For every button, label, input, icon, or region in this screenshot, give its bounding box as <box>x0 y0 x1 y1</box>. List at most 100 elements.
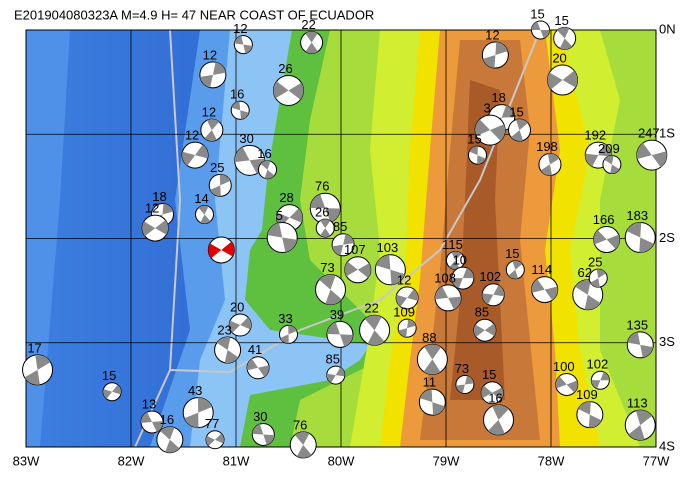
event-depth-label: 26 <box>315 205 329 220</box>
focal-mechanism <box>266 221 298 253</box>
event-depth-label: 103 <box>376 240 398 255</box>
event-depth-label: 198 <box>536 139 558 154</box>
focal-mechanism <box>555 372 579 396</box>
focal-mechanism <box>205 430 225 450</box>
focal-mechanism <box>483 404 514 436</box>
event-depth-label: 39 <box>330 307 344 322</box>
focal-mechanism <box>473 318 497 342</box>
beachball-quadrant <box>160 426 175 440</box>
beachball-quadrant <box>435 286 449 300</box>
focal-mechanism <box>468 145 487 165</box>
focal-mechanism <box>397 318 417 338</box>
beachball-quadrant <box>419 389 433 403</box>
beachball-quadrant <box>628 425 645 441</box>
lon-tick-label: 81W <box>223 453 250 468</box>
beachball-quadrant <box>448 296 462 310</box>
beachball-quadrant <box>357 263 371 278</box>
event-depth-label: 33 <box>278 311 292 326</box>
focal-mechanism <box>208 173 232 197</box>
focal-mechanism <box>195 205 214 225</box>
event-depth-label: 115 <box>442 237 463 252</box>
lat-tick-label: 2S <box>659 230 675 245</box>
beachball-quadrant <box>600 371 610 381</box>
beachball-quadrant <box>305 42 318 54</box>
event-depth-label: 183 <box>626 208 648 223</box>
focal-mechanism <box>300 31 324 55</box>
lat-tick-label: 1S <box>659 126 675 141</box>
beachball-quadrant <box>260 160 271 170</box>
beachball-quadrant <box>423 359 441 375</box>
focal-mechanism <box>455 374 475 394</box>
beachball-quadrant <box>559 38 573 50</box>
beachball-quadrant <box>481 385 493 399</box>
focal-mechanism <box>416 343 448 375</box>
beachball-quadrant <box>103 389 113 399</box>
focal-mechanism <box>207 236 235 264</box>
beachball-quadrant <box>482 293 494 305</box>
focal-mechanism <box>359 314 391 346</box>
beachball-quadrant <box>339 334 353 347</box>
event-depth-label: 12 <box>203 47 217 62</box>
beachball-quadrant <box>593 230 607 245</box>
beachball-quadrant <box>165 439 180 453</box>
focal-mechanism <box>326 365 346 385</box>
event-depth-label: 114 <box>531 262 552 277</box>
event-depth-label: 15 <box>467 132 481 147</box>
focal-mechanism <box>315 274 346 306</box>
beachball-quadrant <box>396 294 408 307</box>
event-depth-label: 100 <box>553 359 575 374</box>
beachball-quadrant <box>495 42 508 56</box>
beachball-quadrant <box>635 410 653 426</box>
beachball-quadrant <box>451 278 463 289</box>
focal-mechanism <box>233 35 253 55</box>
beachball-quadrant <box>320 219 331 229</box>
focal-mechanism <box>181 141 209 169</box>
beachball-quadrant <box>640 344 654 358</box>
beachball-quadrant <box>224 350 239 364</box>
beachball-quadrant <box>325 289 342 305</box>
beachball-quadrant <box>575 279 591 295</box>
beachball-quadrant <box>588 414 602 428</box>
beachball-quadrant <box>208 243 222 259</box>
beachball-quadrant <box>493 285 505 297</box>
event-depth-label: 108 <box>434 270 456 285</box>
beachball-quadrant <box>449 260 460 270</box>
beachball-quadrant <box>651 151 667 168</box>
event-depth-label: 12 <box>485 27 499 42</box>
beachball-quadrant <box>215 433 224 444</box>
beachball-quadrant <box>288 82 304 100</box>
beachball-quadrant <box>343 234 354 245</box>
beachball-quadrant <box>294 431 310 445</box>
lon-tick-label: 82W <box>118 453 145 468</box>
beachball-quadrant <box>210 185 221 197</box>
lat-tick-label: 4S <box>659 438 675 453</box>
focal-mechanism <box>251 422 275 446</box>
event-depth-label: 20 <box>552 50 566 65</box>
focal-mechanism <box>273 74 304 106</box>
lat-tick-label: 0N <box>659 21 676 36</box>
focal-mechanism <box>344 256 372 284</box>
beachball-quadrant <box>515 119 528 131</box>
beachball-quadrant <box>296 444 312 458</box>
beachball-quadrant <box>562 70 578 88</box>
lon-tick-label: 80W <box>328 453 355 468</box>
beachball-quadrant <box>390 269 405 285</box>
focal-mechanism <box>531 276 559 304</box>
focal-mechanism <box>199 61 227 89</box>
event-depth-label: 20 <box>230 299 244 314</box>
beachball-quadrant <box>212 62 226 75</box>
event-depth-label: 25 <box>210 160 224 175</box>
focal-mechanism <box>418 388 446 416</box>
event-depth-label: 12 <box>233 21 247 36</box>
lat-tick-label: 3S <box>659 334 675 349</box>
focal-mechanism <box>531 20 550 40</box>
beachball-quadrant <box>234 147 250 163</box>
focal-mechanism <box>395 286 419 310</box>
event-depth-label: 15 <box>505 246 519 261</box>
event-depth-label: 166 <box>593 212 615 227</box>
beachball-quadrant <box>578 401 591 415</box>
beachball-quadrant <box>152 421 163 432</box>
event-depth-label: 13 <box>142 396 156 411</box>
event-depth-label: 113 <box>627 396 648 411</box>
beachball-quadrant <box>424 344 442 360</box>
